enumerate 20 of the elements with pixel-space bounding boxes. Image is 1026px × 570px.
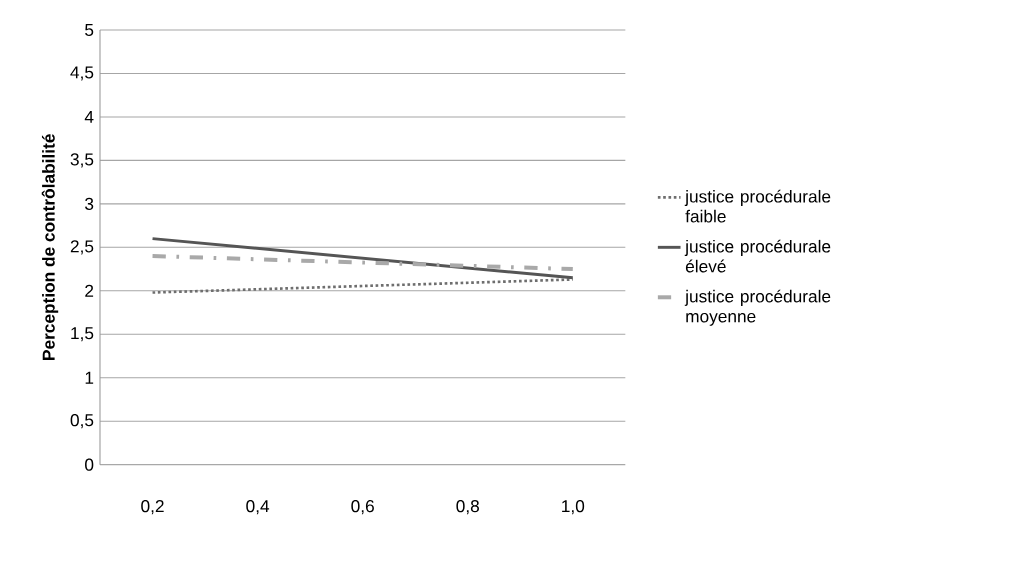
y-tick-label: 0 [85, 458, 94, 471]
y-tick-label: 2 [85, 284, 94, 297]
y-tick-label: 5 [85, 23, 94, 37]
y-tick-label: 2,5 [70, 240, 94, 255]
y-tick-label: 3,5 [70, 153, 94, 168]
y-tick-label: 1 [85, 371, 94, 384]
y-tick-label: 3 [85, 197, 94, 210]
legend-label: justice procédurale faible [684, 189, 831, 223]
y-tick-label: 1,5 [71, 327, 94, 342]
y-axis-title: Perception de contrôlabilité [41, 134, 59, 360]
x-tick-label: 0,8 [456, 500, 479, 515]
legend-label: justice procédurale élevé [684, 239, 831, 273]
x-tick-label: 0,4 [246, 500, 270, 515]
y-tick-label: 4 [84, 111, 94, 123]
x-tick-label: 0,6 [351, 500, 374, 515]
y-tick-label: 4,5 [70, 66, 94, 81]
x-tick-label: 1,0 [562, 500, 585, 515]
x-tick-label: 0,2 [141, 500, 164, 515]
y-tick-label: 0,5 [70, 414, 94, 429]
legend-label: justice procédurale moyenne [684, 289, 831, 326]
